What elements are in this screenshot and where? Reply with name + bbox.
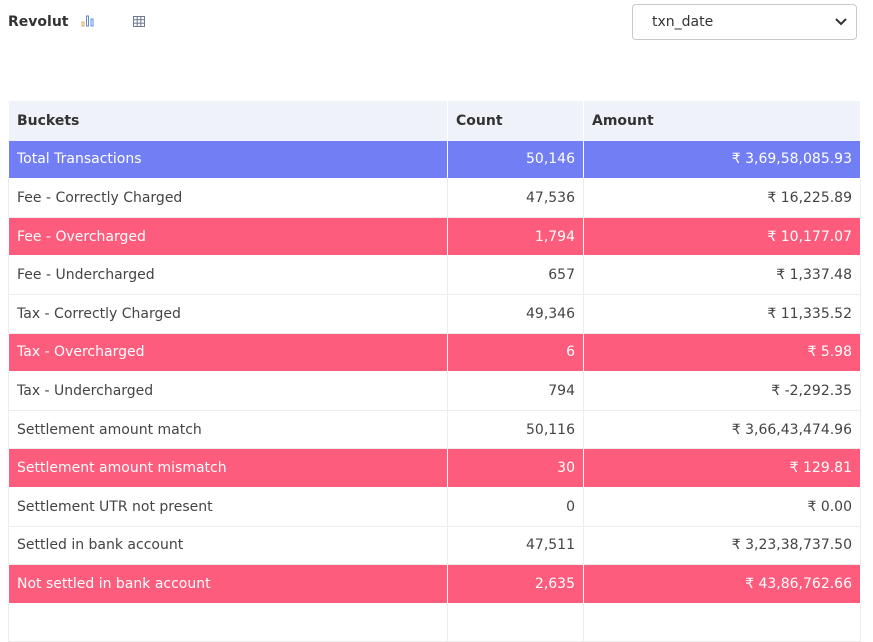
count-cell: 50,116 — [447, 409, 584, 450]
table-row: Fee - Correctly Charged 47,536 ₹ 16,225.89 — [8, 178, 861, 218]
bucket-cell: Not settled in bank account — [8, 564, 448, 604]
table-row: Settled in bank account 47,511 ₹ 3,23,38,7… — [8, 525, 861, 566]
count-cell: 47,511 — [447, 525, 584, 566]
bucket-cell: Settlement UTR not present — [8, 486, 448, 527]
bucket-cell: Fee - Overcharged — [8, 216, 448, 257]
count-cell: 30 — [447, 448, 584, 488]
table-row: Settlement amount match 50,116 ₹ 3,66,43,4… — [8, 409, 861, 450]
amount-cell: ₹ 3,66,43,474.96 — [583, 409, 861, 450]
table-row: Not settled in bank account 2,635 ₹ 43,86,… — [8, 564, 861, 604]
count-cell: 6 — [447, 332, 584, 373]
count-cell: 1,794 — [447, 216, 584, 257]
bar-chart-icon[interactable] — [81, 15, 95, 27]
count-cell: 50,146 — [447, 139, 584, 180]
table-header-row: Buckets Count Amount — [8, 101, 861, 141]
bucket-cell: Tax - Correctly Charged — [8, 293, 448, 334]
column-header-amount[interactable]: Amount — [583, 101, 861, 141]
count-cell: 657 — [447, 255, 584, 295]
amount-cell: ₹ 10,177.07 — [583, 216, 861, 257]
count-cell: 49,346 — [447, 293, 584, 334]
table-row: Tax - Correctly Charged 49,346 ₹ 11,335.52 — [8, 293, 861, 334]
table-grid-icon[interactable] — [133, 16, 145, 27]
table-row: Settlement UTR not present 0 ₹ 0.00 — [8, 486, 861, 527]
date-field-select[interactable]: txn_date — [632, 4, 857, 40]
amount-cell: ₹ 3,69,58,085.93 — [583, 139, 861, 180]
count-cell: 47,536 — [447, 178, 584, 218]
table-row — [8, 602, 861, 642]
amount-cell: ₹ 5.98 — [583, 332, 861, 373]
count-cell — [447, 602, 584, 642]
amount-cell: ₹ 43,86,762.66 — [583, 564, 861, 604]
table-row: Settlement amount mismatch 30 ₹ 129.81 — [8, 448, 861, 488]
amount-cell: ₹ 1,337.48 — [583, 255, 861, 295]
buckets-table: Buckets Count Amount Total Transactions 5… — [8, 101, 861, 642]
bucket-cell — [8, 602, 448, 642]
table-row: Total Transactions 50,146 ₹ 3,69,58,085.93 — [8, 139, 861, 180]
amount-cell — [583, 602, 861, 642]
amount-cell: ₹ 129.81 — [583, 448, 861, 488]
table-row: Tax - Undercharged 794 ₹ -2,292.35 — [8, 371, 861, 411]
chevron-down-icon — [835, 18, 847, 26]
table-row: Tax - Overcharged 6 ₹ 5.98 — [8, 332, 861, 373]
count-cell: 0 — [447, 486, 584, 527]
bucket-cell: Fee - Correctly Charged — [8, 178, 448, 218]
bucket-cell: Tax - Undercharged — [8, 371, 448, 411]
toolbar: Revolut txn_date — [0, 0, 873, 60]
amount-cell: ₹ 3,23,38,737.50 — [583, 525, 861, 566]
bucket-cell: Tax - Overcharged — [8, 332, 448, 373]
table-row: Fee - Overcharged 1,794 ₹ 10,177.07 — [8, 216, 861, 257]
column-header-count[interactable]: Count — [447, 101, 584, 141]
amount-cell: ₹ 11,335.52 — [583, 293, 861, 334]
bucket-cell: Settlement amount match — [8, 409, 448, 450]
bucket-cell: Settled in bank account — [8, 525, 448, 566]
date-field-value: txn_date — [652, 14, 714, 30]
table-row: Fee - Undercharged 657 ₹ 1,337.48 — [8, 255, 861, 295]
amount-cell: ₹ 16,225.89 — [583, 178, 861, 218]
count-cell: 2,635 — [447, 564, 584, 604]
amount-cell: ₹ 0.00 — [583, 486, 861, 527]
page-title: Revolut — [8, 14, 69, 30]
bucket-cell: Settlement amount mismatch — [8, 448, 448, 488]
bucket-cell: Fee - Undercharged — [8, 255, 448, 295]
count-cell: 794 — [447, 371, 584, 411]
bucket-cell: Total Transactions — [8, 139, 448, 180]
amount-cell: ₹ -2,292.35 — [583, 371, 861, 411]
column-header-buckets[interactable]: Buckets — [8, 101, 448, 141]
